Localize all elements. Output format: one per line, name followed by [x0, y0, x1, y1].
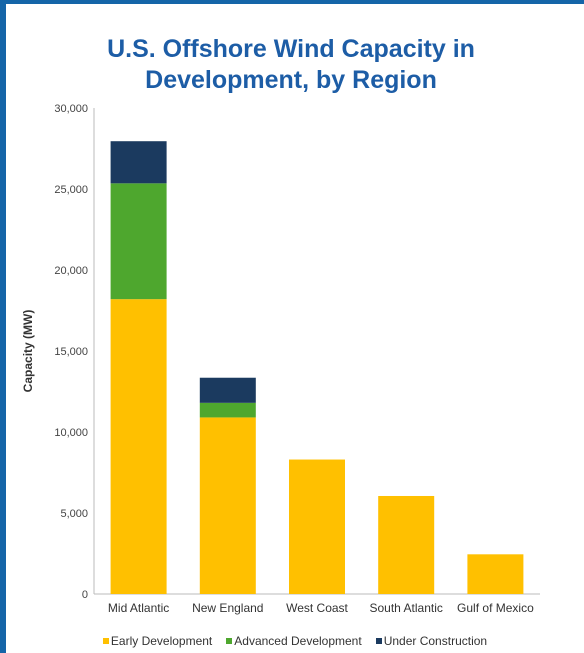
- x-tick-label: South Atlantic: [370, 601, 443, 615]
- x-tick-label: West Coast: [286, 601, 348, 615]
- chart-title-line-1: U.S. Offshore Wind Capacity in: [107, 35, 475, 63]
- y-tick-label: 0: [82, 589, 88, 601]
- bar-segment: [289, 459, 345, 594]
- bars: [110, 141, 524, 594]
- bar-segment: [378, 495, 435, 594]
- legend-item: Advanced Development: [226, 634, 362, 648]
- bar-segment: [110, 299, 167, 594]
- x-tick-label: New England: [192, 601, 263, 615]
- legend-item: Early Development: [102, 634, 213, 648]
- y-tick-label: 10,000: [54, 427, 88, 439]
- x-axis-ticks: Mid Atlantic New England West Coast South A…: [108, 601, 534, 615]
- y-axis-ticks: 0 5,000 10,000 15,000 20,000 25,000 30,000: [54, 103, 88, 601]
- chart-frame: U.S. Offshore Wind Capacity in Developme…: [6, 4, 584, 653]
- bar-segment: [199, 417, 256, 594]
- y-tick-label: 15,000: [54, 346, 88, 358]
- bar-segment: [199, 377, 256, 403]
- legend: Early Development Advanced Development Und…: [6, 634, 584, 648]
- y-tick-label: 25,000: [54, 184, 88, 196]
- bar-segment: [110, 141, 167, 184]
- x-tick-label: Mid Atlantic: [108, 601, 169, 615]
- legend-label: Advanced Development: [234, 634, 362, 648]
- bar-segment: [199, 402, 256, 418]
- bar-segment: [110, 183, 167, 300]
- y-tick-label: 5,000: [60, 508, 88, 520]
- y-axis-label: Capacity (MW): [21, 310, 35, 393]
- chart-title-line-2: Development, by Region: [145, 66, 437, 94]
- legend-swatch: [226, 638, 233, 644]
- legend-label: Early Development: [110, 634, 213, 648]
- legend-swatch: [375, 638, 382, 644]
- bar-segment: [467, 554, 524, 594]
- legend-label: Under Construction: [383, 634, 488, 648]
- chart-title: U.S. Offshore Wind Capacity in Developme…: [6, 34, 576, 96]
- legend-item: Under Construction: [375, 634, 488, 648]
- y-tick-label: 20,000: [54, 265, 88, 277]
- y-tick-label: 30,000: [54, 103, 88, 115]
- bar-chart: Capacity (MW) 0 5,000 10,000 15,000 20,000 25…: [21, 103, 540, 615]
- x-tick-label: Gulf of Mexico: [457, 601, 534, 615]
- legend-swatch: [102, 638, 109, 644]
